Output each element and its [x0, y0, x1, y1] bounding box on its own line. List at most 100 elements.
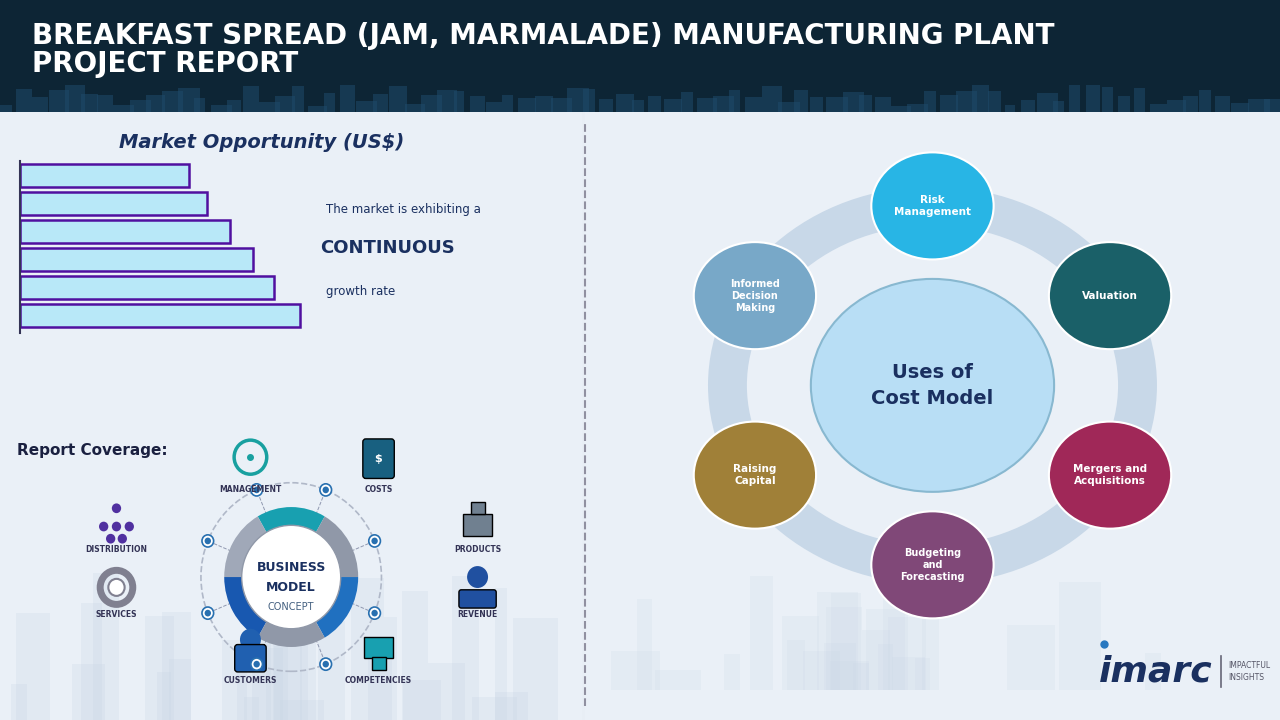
Text: PROJECT REPORT: PROJECT REPORT — [32, 50, 298, 78]
Bar — [972, 85, 989, 112]
Bar — [762, 86, 782, 112]
Bar — [1059, 582, 1101, 690]
Circle shape — [251, 484, 262, 496]
Bar — [211, 105, 232, 112]
Circle shape — [323, 487, 329, 493]
Bar — [275, 96, 294, 112]
Wedge shape — [224, 516, 268, 577]
Ellipse shape — [1048, 422, 1171, 528]
FancyBboxPatch shape — [471, 502, 485, 514]
Circle shape — [111, 522, 122, 531]
Bar — [81, 94, 99, 112]
Wedge shape — [315, 577, 358, 638]
Bar — [817, 592, 858, 690]
Circle shape — [467, 566, 488, 588]
Circle shape — [239, 629, 261, 651]
FancyBboxPatch shape — [20, 304, 300, 327]
Bar — [915, 657, 929, 690]
Bar — [888, 618, 925, 690]
Bar — [513, 618, 558, 720]
Bar — [1263, 99, 1280, 112]
Bar — [324, 93, 335, 112]
Bar — [1231, 104, 1249, 112]
Bar — [1215, 96, 1230, 112]
Text: Market Opportunity (US$): Market Opportunity (US$) — [119, 133, 404, 152]
Wedge shape — [224, 577, 268, 638]
Circle shape — [202, 607, 214, 619]
FancyBboxPatch shape — [20, 276, 274, 299]
Circle shape — [253, 487, 260, 493]
FancyBboxPatch shape — [20, 192, 207, 215]
Bar — [145, 616, 174, 720]
Bar — [988, 91, 1001, 112]
Circle shape — [251, 658, 262, 670]
Bar — [1020, 99, 1034, 112]
Bar — [252, 582, 270, 720]
Circle shape — [320, 484, 332, 496]
FancyBboxPatch shape — [364, 636, 393, 658]
Bar — [891, 107, 910, 112]
Bar — [940, 95, 959, 112]
Bar — [632, 100, 644, 112]
Bar — [810, 97, 823, 112]
Bar — [308, 106, 326, 112]
Bar — [402, 591, 428, 720]
Bar — [782, 616, 819, 690]
Text: Valuation: Valuation — [1082, 291, 1138, 301]
Text: imarc: imarc — [1100, 654, 1213, 688]
Bar — [351, 578, 384, 720]
Bar — [713, 96, 735, 112]
Bar — [883, 580, 905, 690]
Bar — [163, 91, 183, 112]
Bar — [195, 98, 205, 112]
Circle shape — [323, 661, 329, 667]
Circle shape — [371, 610, 378, 616]
Bar — [114, 105, 133, 112]
Bar — [750, 577, 773, 690]
Bar — [1199, 90, 1211, 112]
Bar — [550, 99, 572, 112]
Bar — [778, 102, 800, 112]
Ellipse shape — [810, 279, 1055, 492]
FancyBboxPatch shape — [463, 514, 492, 536]
Text: PRODUCTS: PRODUCTS — [454, 545, 502, 554]
Bar — [146, 95, 165, 112]
Bar — [794, 90, 808, 112]
Bar — [724, 654, 740, 690]
Ellipse shape — [694, 242, 817, 349]
FancyBboxPatch shape — [362, 439, 394, 479]
Bar — [1166, 99, 1185, 112]
Bar — [17, 89, 32, 112]
Bar — [924, 91, 936, 112]
Bar — [611, 651, 659, 690]
Text: REVENUE: REVENUE — [457, 611, 498, 619]
Text: CONCEPT: CONCEPT — [268, 603, 315, 613]
Bar — [495, 692, 527, 720]
Bar — [389, 86, 407, 112]
Circle shape — [202, 535, 214, 547]
FancyBboxPatch shape — [371, 657, 385, 670]
FancyBboxPatch shape — [20, 164, 189, 187]
Bar — [97, 95, 114, 112]
Text: The market is exhibiting a: The market is exhibiting a — [326, 203, 481, 216]
Bar — [865, 609, 909, 690]
Bar — [518, 98, 535, 112]
Circle shape — [106, 534, 115, 544]
Bar — [300, 594, 316, 720]
Text: BREAKFAST SPREAD (JAM, MARMALADE) MANUFACTURING PLANT: BREAKFAST SPREAD (JAM, MARMALADE) MANUFA… — [32, 22, 1055, 50]
Bar — [273, 628, 302, 720]
Bar — [876, 97, 891, 112]
Bar — [404, 104, 425, 112]
Bar — [859, 95, 872, 112]
Text: CONTINUOUS: CONTINUOUS — [320, 239, 456, 257]
Circle shape — [205, 610, 211, 616]
Bar — [93, 573, 119, 720]
Circle shape — [369, 535, 380, 547]
Bar — [827, 97, 847, 112]
Ellipse shape — [1048, 242, 1171, 349]
Bar — [178, 89, 201, 112]
Bar — [292, 86, 303, 112]
Bar — [274, 646, 288, 720]
Bar — [854, 663, 869, 690]
Bar — [616, 94, 635, 112]
